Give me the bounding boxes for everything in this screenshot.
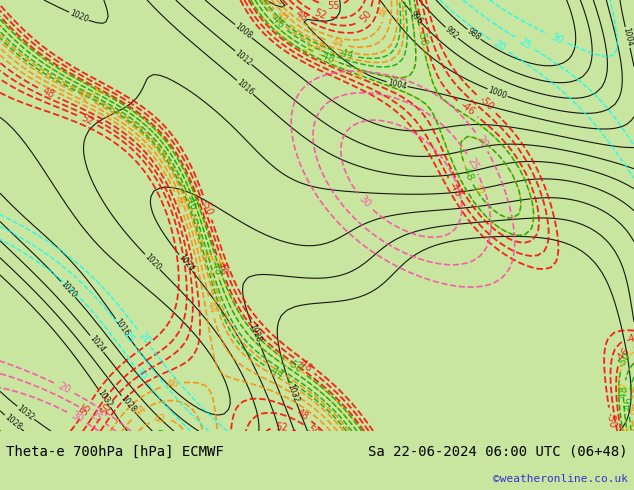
Text: -46: -46	[214, 258, 228, 276]
Text: 1028: 1028	[3, 413, 23, 432]
Text: 44: 44	[133, 404, 149, 419]
Text: -50: -50	[616, 351, 633, 369]
Text: 46: 46	[172, 195, 186, 210]
Text: 46: 46	[166, 378, 180, 390]
Text: 1016: 1016	[112, 317, 131, 338]
Text: -46: -46	[458, 100, 477, 118]
Text: 1008: 1008	[233, 22, 254, 41]
Text: -50: -50	[200, 198, 215, 217]
Text: -50: -50	[415, 29, 428, 47]
Text: 42: 42	[274, 10, 290, 25]
Text: -50: -50	[605, 412, 618, 429]
Text: -48: -48	[619, 385, 630, 401]
Text: 1020: 1020	[68, 8, 89, 24]
Text: 1020: 1020	[58, 279, 78, 299]
Text: 52: 52	[275, 422, 288, 433]
Text: 55: 55	[78, 401, 93, 417]
Text: 1004: 1004	[621, 27, 634, 48]
Text: 37: 37	[301, 42, 317, 56]
Text: 48: 48	[294, 9, 309, 24]
Text: 996: 996	[408, 9, 425, 25]
Text: 1024: 1024	[176, 253, 195, 273]
Text: 992: 992	[443, 24, 460, 41]
Text: 20: 20	[136, 330, 152, 346]
Text: -48: -48	[446, 180, 463, 198]
Text: 55: 55	[327, 0, 339, 11]
Text: 1032: 1032	[15, 403, 36, 422]
Text: 48: 48	[40, 86, 56, 100]
Text: 37: 37	[88, 86, 104, 100]
Text: 48: 48	[294, 407, 310, 422]
Text: -46: -46	[624, 396, 634, 412]
Text: -46: -46	[614, 345, 632, 364]
Text: -48: -48	[460, 164, 475, 182]
Text: -50: -50	[477, 95, 495, 113]
Text: 46: 46	[379, 4, 391, 18]
Text: 1004: 1004	[387, 78, 408, 91]
Text: 35: 35	[351, 68, 366, 82]
Text: ©weatheronline.co.uk: ©weatheronline.co.uk	[493, 474, 628, 485]
Text: 30: 30	[69, 410, 84, 425]
Text: 25: 25	[465, 156, 480, 171]
Text: 1020: 1020	[143, 252, 162, 272]
Text: 40: 40	[200, 249, 213, 264]
Text: 50: 50	[304, 423, 320, 439]
Text: 50: 50	[98, 401, 113, 417]
Text: 50: 50	[358, 8, 373, 24]
Text: 1032: 1032	[95, 388, 113, 409]
Text: 40: 40	[626, 403, 634, 416]
Text: 44: 44	[205, 300, 217, 315]
Text: 35: 35	[617, 424, 629, 438]
Text: 30: 30	[133, 367, 148, 382]
Text: 1000: 1000	[487, 85, 508, 100]
Text: 52: 52	[313, 7, 328, 21]
Text: -46: -46	[183, 193, 198, 211]
Text: -48: -48	[208, 258, 223, 276]
Text: 42: 42	[75, 89, 91, 104]
Text: 20: 20	[56, 381, 72, 395]
Text: 44: 44	[330, 37, 345, 50]
Text: -48: -48	[625, 332, 634, 345]
Text: -50: -50	[285, 358, 304, 375]
Text: Sa 22-06-2024 06:00 UTC (06+48): Sa 22-06-2024 06:00 UTC (06+48)	[368, 445, 628, 459]
Text: 1032: 1032	[285, 382, 301, 404]
Text: 25: 25	[517, 36, 533, 51]
Text: 25: 25	[120, 329, 136, 345]
Text: 988: 988	[465, 26, 482, 42]
Text: 25: 25	[88, 410, 104, 425]
Text: 1028: 1028	[119, 393, 138, 414]
Text: 30: 30	[357, 194, 373, 210]
Text: -48: -48	[295, 357, 314, 374]
Text: 42: 42	[153, 414, 167, 425]
Text: 1016: 1016	[235, 77, 256, 97]
Text: -44: -44	[266, 364, 285, 381]
Text: Theta-e 700hPa [hPa] ECMWF: Theta-e 700hPa [hPa] ECMWF	[6, 445, 224, 459]
Text: 40: 40	[313, 41, 328, 55]
Text: 30: 30	[550, 31, 565, 46]
Text: 37: 37	[619, 381, 630, 394]
Text: -46: -46	[268, 13, 287, 31]
Text: 20: 20	[491, 38, 507, 53]
Text: -44: -44	[337, 48, 354, 61]
Text: 1028: 1028	[247, 322, 263, 343]
Text: 37: 37	[470, 183, 485, 199]
Text: 35: 35	[210, 254, 224, 270]
Text: 1024: 1024	[87, 334, 107, 354]
Text: 52: 52	[79, 113, 95, 127]
Text: 20: 20	[474, 134, 489, 150]
Text: -48: -48	[318, 50, 336, 65]
Text: 1012: 1012	[233, 48, 254, 67]
